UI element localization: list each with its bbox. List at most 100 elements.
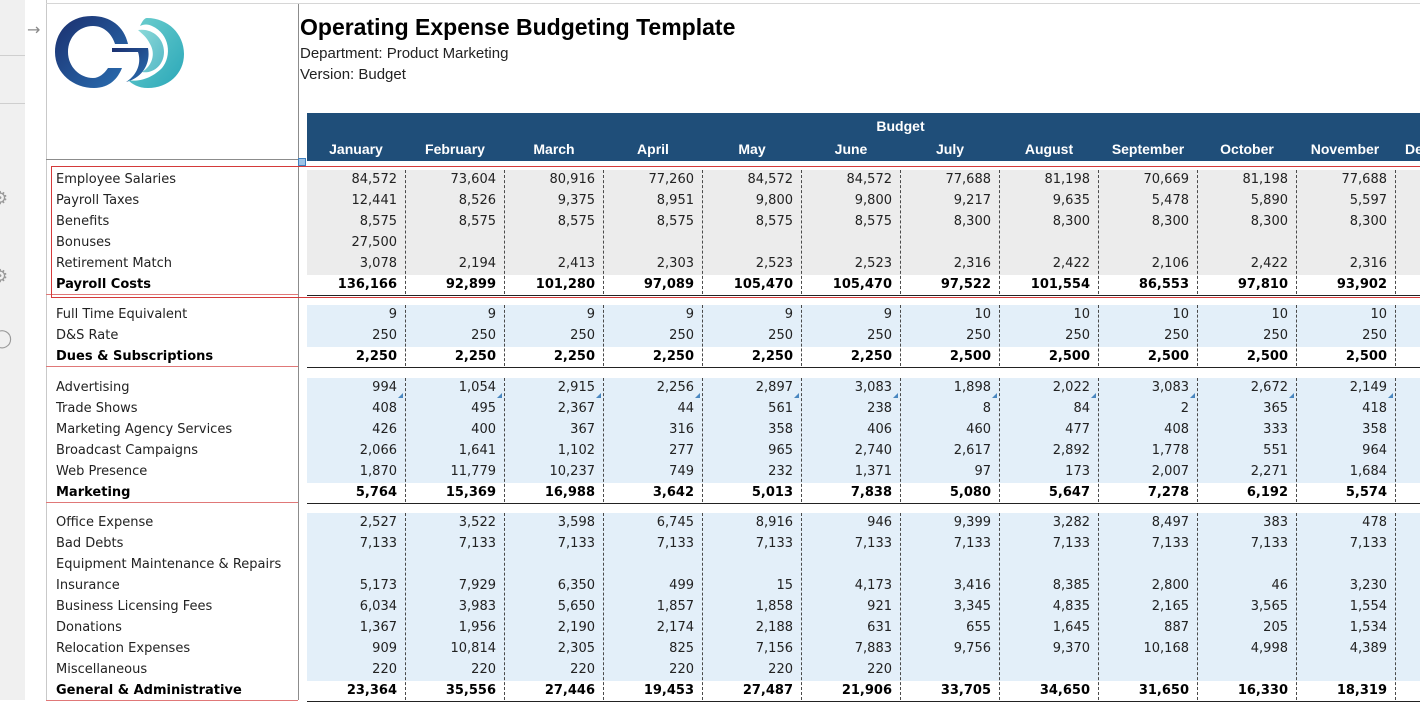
cell-value[interactable]: 2,250 — [553, 349, 595, 364]
cell-value[interactable]: 8,575 — [458, 214, 496, 229]
cell-value[interactable]: 3,598 — [557, 515, 595, 530]
cell-value[interactable]: 27,446 — [544, 683, 595, 698]
cell-value[interactable]: 408 — [1164, 422, 1189, 437]
cell-value[interactable]: 2,500 — [1048, 349, 1090, 364]
cell-value[interactable]: 105,470 — [832, 277, 892, 292]
cell-value[interactable]: 7,133 — [1052, 536, 1090, 551]
cell-value[interactable]: 4,173 — [854, 578, 892, 593]
cell-value[interactable]: 426 — [372, 422, 397, 437]
cell-value[interactable]: 4,389 — [1349, 641, 1387, 656]
cell-value[interactable]: 5,080 — [949, 485, 991, 500]
cell-value[interactable]: 478 — [1362, 515, 1387, 530]
cell-value[interactable]: 5,597 — [1349, 193, 1387, 208]
cell-value[interactable]: 5,650 — [557, 599, 595, 614]
cell-value[interactable]: 2,256 — [656, 380, 694, 395]
cell-value[interactable]: 8,385 — [1052, 578, 1090, 593]
gear-icon[interactable]: ⚙ — [0, 188, 9, 209]
cell-value[interactable]: 749 — [669, 464, 694, 479]
cell-value[interactable]: 2,250 — [751, 349, 793, 364]
cell-value[interactable]: 46 — [1271, 578, 1288, 593]
arrow-right-icon[interactable]: → — [27, 20, 41, 39]
cell-value[interactable]: 10 — [1073, 307, 1090, 322]
cell-value[interactable]: 3,282 — [1052, 515, 1090, 530]
cell-value[interactable]: 2,422 — [1052, 256, 1090, 271]
row-label[interactable]: Equipment Maintenance & Repairs — [56, 557, 282, 572]
cell-value[interactable]: 97,522 — [940, 277, 991, 292]
cell-value[interactable]: 10 — [1172, 307, 1189, 322]
total-row-label[interactable]: Dues & Subscriptions — [56, 349, 214, 364]
cell-value[interactable]: 5,013 — [751, 485, 793, 500]
cell-value[interactable]: 2,271 — [1250, 464, 1288, 479]
row-label[interactable]: Donations — [56, 620, 122, 635]
cell-value[interactable]: 8,575 — [557, 214, 595, 229]
cell-value[interactable]: 1,684 — [1349, 464, 1387, 479]
cell-value[interactable]: 93,902 — [1336, 277, 1387, 292]
cell-value[interactable]: 9 — [586, 307, 595, 322]
cell-value[interactable]: 84,572 — [846, 172, 893, 187]
total-row-label[interactable]: Payroll Costs — [56, 277, 151, 292]
cell-value[interactable]: 84 — [1073, 401, 1090, 416]
cell-value[interactable]: 1,367 — [359, 620, 397, 635]
cell-value[interactable]: 965 — [768, 443, 793, 458]
cell-value[interactable]: 12,441 — [351, 193, 398, 208]
cell-value[interactable]: 2,190 — [557, 620, 595, 635]
cell-value[interactable]: 31,650 — [1138, 683, 1189, 698]
cell-value[interactable]: 8,575 — [359, 214, 397, 229]
cell-value[interactable]: 10,168 — [1143, 641, 1190, 656]
cell-value[interactable]: 18,319 — [1336, 683, 1387, 698]
cell-value[interactable]: 2,500 — [1345, 349, 1387, 364]
cell-value[interactable]: 9,635 — [1052, 193, 1090, 208]
cell-value[interactable]: 2,194 — [458, 256, 496, 271]
cell-value[interactable]: 358 — [1362, 422, 1387, 437]
cell-value[interactable]: 8,300 — [1250, 214, 1288, 229]
cell-value[interactable]: 6,745 — [656, 515, 694, 530]
cell-value[interactable]: 2,500 — [949, 349, 991, 364]
cell-value[interactable]: 250 — [669, 328, 694, 343]
cell-value[interactable]: 2,316 — [1349, 256, 1387, 271]
row-label[interactable]: Office Expense — [56, 515, 154, 530]
cell-value[interactable]: 8,916 — [755, 515, 793, 530]
cell-value[interactable]: 9,800 — [755, 193, 793, 208]
cell-value[interactable]: 77,688 — [945, 172, 992, 187]
row-label[interactable]: D&S Rate — [56, 328, 119, 343]
cell-value[interactable]: 250 — [1164, 328, 1189, 343]
cell-value[interactable]: 400 — [471, 422, 496, 437]
cell-value[interactable]: 1,956 — [458, 620, 496, 635]
cell-value[interactable]: 2,422 — [1250, 256, 1288, 271]
cell-value[interactable]: 101,280 — [535, 277, 595, 292]
row-label[interactable]: Employee Salaries — [56, 172, 177, 187]
cell-value[interactable]: 7,133 — [755, 536, 793, 551]
cell-value[interactable]: 8,526 — [458, 193, 496, 208]
total-row-label[interactable]: Marketing — [56, 485, 131, 500]
cell-value[interactable]: 9 — [388, 307, 397, 322]
cell-value[interactable]: 8,497 — [1151, 515, 1189, 530]
cell-value[interactable]: 10 — [1271, 307, 1288, 322]
cell-value[interactable]: 655 — [966, 620, 991, 635]
cell-value[interactable]: 97,810 — [1237, 277, 1288, 292]
cell-value[interactable]: 16,988 — [544, 485, 595, 500]
cell-value[interactable]: 27,500 — [351, 235, 398, 250]
cell-value[interactable]: 136,166 — [337, 277, 397, 292]
cell-value[interactable]: 561 — [768, 401, 793, 416]
cell-value[interactable]: 2,523 — [755, 256, 793, 271]
cell-value[interactable]: 3,083 — [854, 380, 892, 395]
cell-value[interactable]: 9 — [685, 307, 694, 322]
cell-value[interactable]: 418 — [1362, 401, 1387, 416]
cell-value[interactable]: 8,575 — [854, 214, 892, 229]
row-label[interactable]: Miscellaneous — [56, 662, 148, 677]
cell-value[interactable]: 35,556 — [445, 683, 496, 698]
cell-value[interactable]: 220 — [669, 662, 694, 677]
cell-value[interactable]: 250 — [1263, 328, 1288, 343]
cell-value[interactable]: 2,527 — [359, 515, 397, 530]
cell-value[interactable]: 2,672 — [1250, 380, 1288, 395]
cell-value[interactable]: 250 — [867, 328, 892, 343]
total-row-label[interactable]: General & Administrative — [56, 683, 242, 698]
cell-value[interactable]: 250 — [1362, 328, 1387, 343]
cell-value[interactable]: 9,756 — [953, 641, 991, 656]
cell-value[interactable]: 1,857 — [656, 599, 694, 614]
cell-value[interactable]: 358 — [768, 422, 793, 437]
cell-value[interactable]: 7,133 — [1349, 536, 1387, 551]
cell-value[interactable]: 15,369 — [445, 485, 496, 500]
cell-value[interactable]: 11,779 — [450, 464, 497, 479]
cell-value[interactable]: 33,705 — [940, 683, 991, 698]
